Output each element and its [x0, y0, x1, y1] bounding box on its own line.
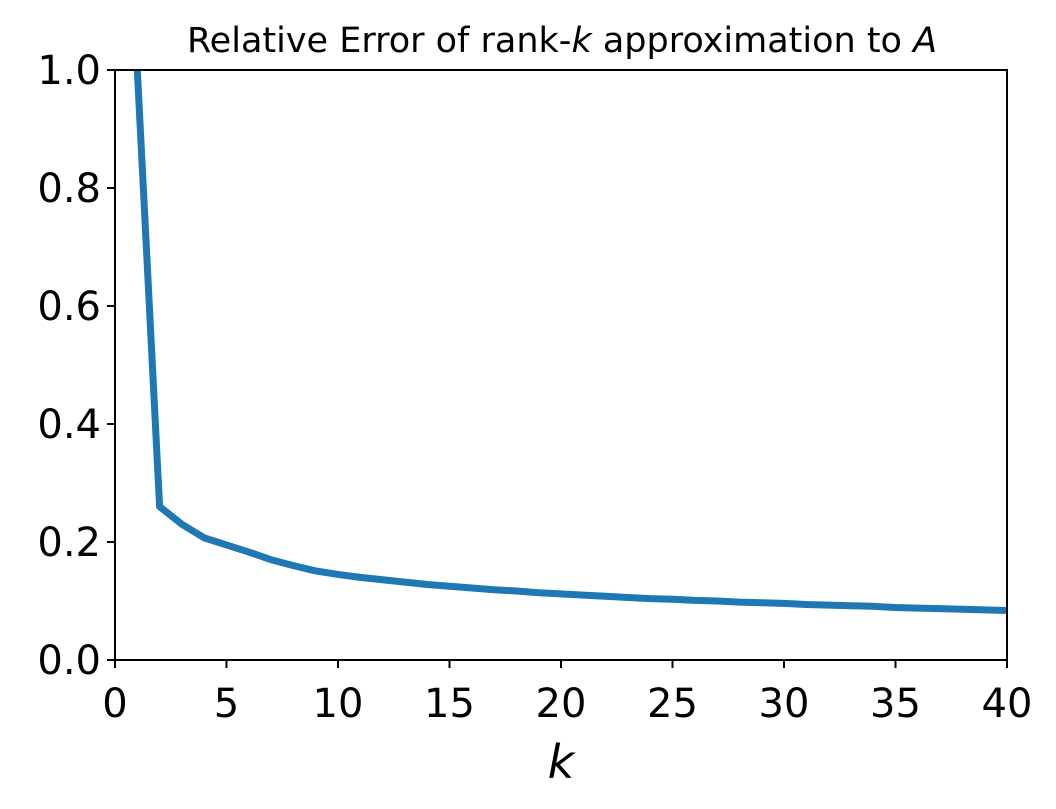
- y-tick-label: 0.8: [37, 166, 101, 212]
- x-tick-label: 25: [647, 681, 698, 727]
- chart-title: Relative Error of rank-k approximation t…: [187, 21, 937, 61]
- x-tick-label: 40: [982, 681, 1033, 727]
- series-layer: [133, 70, 1007, 614]
- x-tick-label: 5: [214, 681, 239, 727]
- y-tick-label: 0.4: [37, 402, 101, 448]
- x-tick-label: 15: [424, 681, 475, 727]
- chart-title-mid: approximation to: [592, 21, 913, 61]
- x-tick-label: 20: [536, 681, 587, 727]
- x-tick-label: 0: [102, 681, 127, 727]
- x-axis: 0 5 10 15 20 25 30 35 40: [102, 660, 1032, 727]
- y-axis: 0.0 0.2 0.4 0.6 0.8 1.0: [37, 48, 115, 684]
- y-tick-label: 0.0: [37, 638, 101, 684]
- chart-title-end: A: [911, 21, 937, 61]
- x-tick-label: 35: [870, 681, 921, 727]
- x-tick-label: 10: [313, 681, 364, 727]
- y-tick-label: 1.0: [37, 48, 101, 94]
- y-tick-label: 0.6: [37, 284, 101, 330]
- chart-title-prefix: Relative Error of rank-: [187, 21, 572, 61]
- plot-frame: [114, 69, 1008, 661]
- y-tick-label: 0.2: [37, 520, 101, 566]
- plot-area: [114, 69, 1008, 661]
- x-axis-label: k: [548, 735, 577, 789]
- chart-title-var: k: [571, 21, 593, 61]
- series-line-0: [133, 70, 1007, 614]
- x-tick-label: 30: [759, 681, 810, 727]
